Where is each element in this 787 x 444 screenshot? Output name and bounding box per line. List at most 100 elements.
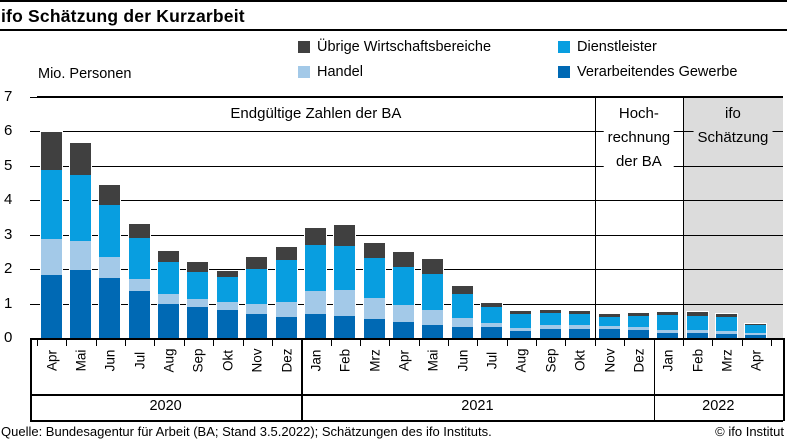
legend-item-dienstleister: Dienstleister [558, 39, 657, 55]
bar-Apr-24 [744, 323, 768, 339]
bar-segment-Verarbeitendes Gewerbe [422, 324, 444, 339]
x-axis-tick [565, 340, 567, 346]
bar-Jan-9 [303, 226, 327, 339]
bar-Mrz-23 [714, 312, 738, 339]
bar-segment-Verarbeitendes Gewerbe [334, 315, 356, 339]
y-axis-tick-label: 6 [4, 122, 13, 140]
section-label-line: Hoch- [618, 105, 659, 122]
y-axis-tick [30, 200, 37, 202]
x-axis-tick [418, 340, 420, 346]
x-axis-tick [506, 340, 508, 346]
x-axis-tick [624, 340, 626, 346]
month-label: Dez [279, 348, 295, 373]
month-label: Feb [337, 348, 353, 373]
month-label: Apr [396, 350, 412, 372]
bar-segment-Handel [128, 278, 150, 292]
month-label: Sep [190, 348, 206, 373]
source-note: Quelle: Bundesagentur für Arbeit (BA; St… [1, 424, 492, 439]
legend-swatch-verarbeitendes [558, 66, 570, 78]
bar-segment-Übrige Wirtschaftsbereiche [510, 310, 532, 315]
section-label-line: rechnung [607, 129, 671, 146]
y-axis-tick [30, 131, 37, 133]
bar-segment-Handel [304, 291, 326, 314]
bar-Feb-10 [333, 224, 357, 339]
bar-segment-Übrige Wirtschaftsbereiche [187, 262, 209, 273]
x-axis-tick [741, 340, 743, 346]
y-axis-tick [30, 165, 37, 167]
bar-segment-Verarbeitendes Gewerbe [275, 317, 297, 339]
legend-label: Handel [317, 64, 363, 80]
legend-label: Übrige Wirtschaftsbereiche [317, 39, 492, 55]
bar-Jul-3 [127, 223, 151, 339]
bar-segment-Dienstleister [451, 294, 473, 319]
y-axis-tick-label: 0 [4, 329, 13, 346]
month-label: Jun [102, 349, 118, 372]
section-label-0: Endgültige Zahlen der BA [226, 101, 406, 127]
bar-segment-Dienstleister [657, 315, 679, 331]
bar-Aug-16 [509, 309, 533, 339]
month-label: Feb [690, 348, 706, 373]
bar-segment-Übrige Wirtschaftsbereiche [128, 224, 150, 239]
bar-segment-Übrige Wirtschaftsbereiche [304, 227, 326, 245]
month-label: Jul [132, 351, 148, 370]
bar-segment-Dienstleister [158, 261, 180, 294]
x-axis-tick [477, 340, 479, 346]
month-label: Jun [455, 349, 471, 372]
bar-segment-Übrige Wirtschaftsbereiche [627, 313, 649, 317]
bar-segment-Verarbeitendes Gewerbe [539, 328, 561, 339]
bar-segment-Dienstleister [481, 306, 503, 323]
year-footer-separator-line [30, 420, 783, 422]
x-axis-tick [213, 340, 215, 346]
bar-Mai-13 [421, 257, 445, 339]
section-label-line: der BA [615, 153, 662, 170]
bar-segment-Verarbeitendes Gewerbe [451, 326, 473, 339]
bar-segment-Dienstleister [686, 315, 708, 330]
x-axis-tick [271, 340, 273, 346]
month-label: Jul [484, 351, 500, 370]
bar-segment-Dienstleister [745, 325, 767, 333]
bar-Okt-18 [568, 309, 592, 339]
bar-segment-Übrige Wirtschaftsbereiche [657, 312, 679, 316]
year-divider [301, 338, 303, 421]
bar-segment-Verarbeitendes Gewerbe [510, 331, 532, 339]
bar-segment-Dienstleister [216, 277, 238, 302]
bar-segment-Verarbeitendes Gewerbe [158, 303, 180, 339]
month-label: Mrz [367, 349, 383, 372]
gridline [37, 200, 783, 202]
x-axis-tick [536, 340, 538, 346]
bar-segment-Dienstleister [187, 272, 209, 299]
bar-segment-Übrige Wirtschaftsbereiche [99, 184, 121, 205]
bar-segment-Dienstleister [393, 266, 414, 305]
month-label: Jan [660, 349, 676, 372]
month-label: Okt [572, 350, 588, 372]
bar-segment-Handel [363, 298, 385, 320]
bar-segment-Handel [627, 326, 649, 331]
bar-Jun-2 [98, 183, 122, 339]
x-axis-line [30, 338, 783, 340]
bar-segment-Dienstleister [275, 259, 297, 303]
month-label: Okt [220, 350, 236, 372]
bar-segment-Verarbeitendes Gewerbe [686, 333, 708, 339]
bar-segment-Verarbeitendes Gewerbe [40, 275, 62, 339]
bar-segment-Verarbeitendes Gewerbe [363, 319, 385, 339]
bar-segment-Handel [99, 257, 121, 279]
month-label: Apr [44, 350, 60, 372]
bar-segment-Verarbeitendes Gewerbe [128, 291, 150, 339]
bar-segment-Übrige Wirtschaftsbereiche [481, 302, 503, 307]
bar-Dez-20 [626, 312, 650, 339]
bar-segment-Dienstleister [363, 258, 385, 299]
bar-Jan-21 [656, 311, 680, 339]
bar-segment-Dienstleister [246, 269, 268, 304]
bar-segment-Übrige Wirtschaftsbereiche [451, 285, 473, 295]
bar-segment-Verarbeitendes Gewerbe [304, 313, 326, 339]
bar-segment-Handel [422, 310, 444, 325]
month-label: Mrz [719, 349, 735, 372]
month-label: Aug [513, 348, 529, 373]
bar-segment-Übrige Wirtschaftsbereiche [393, 251, 414, 267]
year-divider [783, 338, 785, 421]
bar-segment-Handel [569, 325, 591, 329]
bar-Sep-5 [186, 261, 210, 339]
bar-Okt-6 [215, 269, 239, 339]
bar-segment-Handel [158, 293, 180, 304]
month-label: Mai [73, 349, 89, 372]
